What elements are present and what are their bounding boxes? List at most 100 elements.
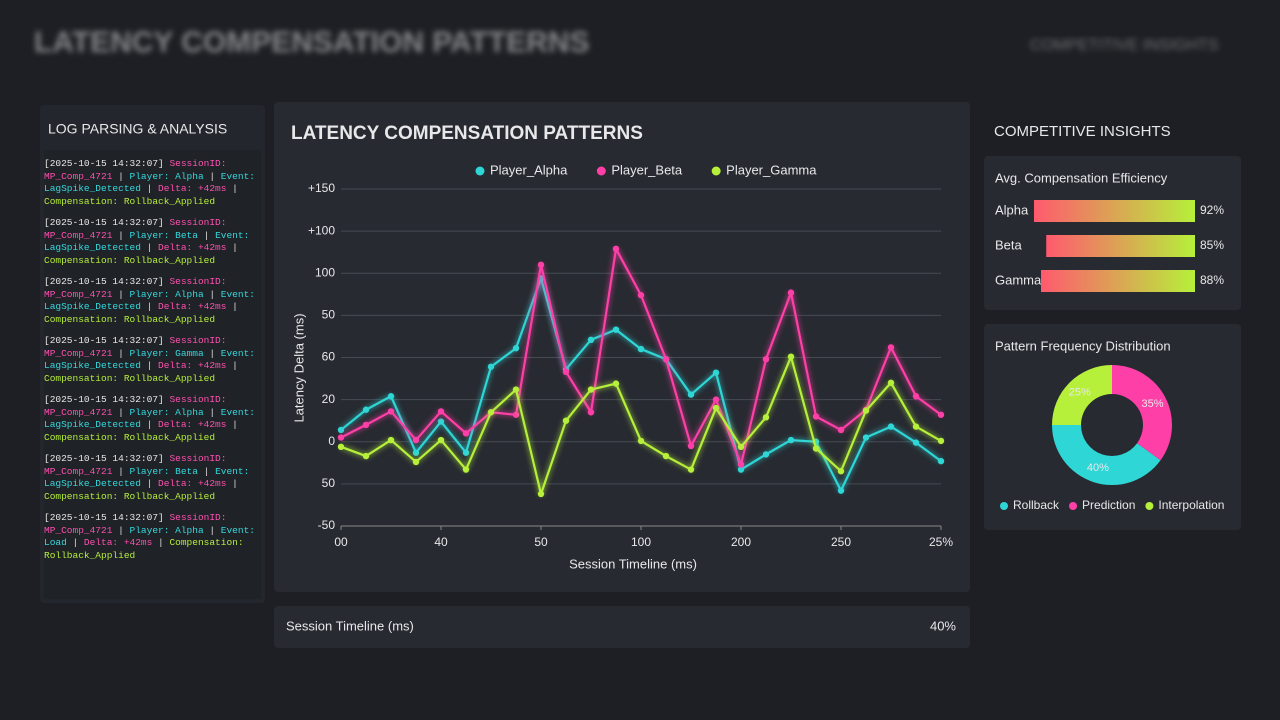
data-point bbox=[912, 393, 920, 400]
log-compensation: Compensation: Rollback_Applied bbox=[44, 313, 216, 325]
donut-label: 35% bbox=[1142, 398, 1164, 410]
data-point bbox=[587, 386, 595, 393]
data-point bbox=[762, 451, 770, 458]
data-point bbox=[712, 404, 720, 412]
y-tick-label: 0 bbox=[328, 434, 335, 448]
log-compensation: Compensation: Rollback_Applied bbox=[44, 490, 216, 502]
data-point bbox=[862, 407, 870, 414]
data-point bbox=[337, 426, 345, 434]
efficiency-label: Beta bbox=[995, 237, 1023, 252]
timeline-bar bbox=[274, 606, 970, 648]
log-timestamp: [2025-10-15 14:32:07] bbox=[44, 394, 164, 405]
legend-swatch bbox=[475, 166, 485, 176]
data-point bbox=[937, 437, 945, 445]
data-point bbox=[637, 345, 645, 353]
data-point bbox=[412, 436, 420, 444]
log-delta: Delta: +42ms bbox=[158, 183, 227, 194]
log-entry: [2025-10-15 14:32:07] SessionID: MP_Comp… bbox=[44, 394, 255, 443]
data-point bbox=[687, 466, 695, 473]
y-axis-label: Latency Delta (ms) bbox=[291, 313, 306, 422]
log-delta: Delta: +42ms bbox=[158, 242, 227, 253]
data-point bbox=[362, 421, 370, 429]
data-point bbox=[887, 344, 895, 351]
data-point bbox=[437, 408, 445, 415]
efficiency-value: 92% bbox=[1200, 203, 1224, 217]
log-compensation: Compensation: Rollback_Applied bbox=[44, 372, 216, 384]
y-tick-label: -50 bbox=[318, 518, 336, 532]
log-compensation: Compensation: Rollback_Applied bbox=[44, 195, 216, 207]
data-point bbox=[912, 439, 920, 446]
log-session: SessionID: MP_Comp_4721 bbox=[44, 394, 227, 418]
data-point bbox=[712, 396, 720, 403]
data-point bbox=[787, 353, 795, 360]
x-tick-label: 40 bbox=[434, 535, 448, 549]
data-point bbox=[387, 436, 395, 444]
log-player: Player: Alpha bbox=[129, 406, 204, 418]
legend-swatch bbox=[711, 166, 721, 176]
data-point bbox=[462, 466, 470, 473]
log-delta: Delta: +42ms bbox=[158, 301, 227, 312]
log-player: Player: Gamma bbox=[129, 347, 204, 359]
log-entry: [2025-10-15 14:32:07] SessionID: MP_Comp… bbox=[44, 276, 255, 325]
efficiency-value: 85% bbox=[1200, 238, 1224, 252]
log-list: [2025-10-15 14:32:07] SessionID: MP_Comp… bbox=[44, 158, 258, 571]
data-point bbox=[412, 449, 420, 456]
log-timestamp: [2025-10-15 14:32:07] bbox=[44, 158, 164, 169]
chart-title: LATENCY COMPENSATION PATTERNS bbox=[291, 123, 643, 144]
log-player: Player: Alpha bbox=[129, 288, 204, 300]
log-timestamp: [2025-10-15 14:32:07] bbox=[44, 512, 164, 523]
log-session: SessionID: MP_Comp_4721 bbox=[44, 335, 227, 359]
efficiency-bar bbox=[1046, 235, 1195, 257]
legend-swatch bbox=[1145, 502, 1154, 510]
data-point bbox=[412, 458, 420, 466]
log-session: SessionID: MP_Comp_4721 bbox=[44, 158, 227, 182]
data-point bbox=[437, 436, 445, 444]
data-point bbox=[587, 336, 595, 344]
donut-label: 25% bbox=[1069, 387, 1091, 399]
efficiency-title: Avg. Compensation Efficiency bbox=[995, 170, 1168, 185]
log-player: Player: Alpha bbox=[129, 170, 204, 182]
donut-label: 40% bbox=[1087, 462, 1109, 474]
log-player: Player: Beta bbox=[129, 229, 198, 241]
log-compensation: Compensation: Rollback_Applied bbox=[44, 431, 216, 443]
distribution-title: Pattern Frequency Distribution bbox=[995, 338, 1171, 353]
log-timestamp: [2025-10-15 14:32:07] bbox=[44, 217, 164, 228]
log-compensation: Compensation: Rollback_Applied bbox=[44, 254, 216, 266]
legend-label: Player_Beta bbox=[611, 162, 683, 177]
log-session: SessionID: MP_Comp_4721 bbox=[44, 276, 227, 300]
blurred-header-right: COMPETITIVE INSIGHTS bbox=[1030, 37, 1218, 54]
log-entry: [2025-10-15 14:32:07] SessionID: MP_Comp… bbox=[44, 453, 250, 502]
efficiency-label: Gamma bbox=[995, 272, 1042, 287]
data-point bbox=[512, 345, 520, 352]
data-point bbox=[512, 386, 520, 393]
log-title: LOG PARSING & ANALYSIS bbox=[48, 121, 227, 137]
log-entry: [2025-10-15 14:32:07] SessionID: MP_Comp… bbox=[44, 335, 255, 384]
data-point bbox=[787, 436, 795, 444]
x-tick-label: 50 bbox=[534, 535, 548, 549]
data-point bbox=[387, 393, 395, 400]
log-delta: Delta: +42ms bbox=[83, 537, 153, 548]
efficiency-bar bbox=[1041, 270, 1195, 292]
y-tick-label: 50 bbox=[322, 308, 336, 322]
x-axis-label: Session Timeline (ms) bbox=[569, 556, 697, 571]
log-player: Player: Beta bbox=[129, 465, 198, 477]
donut-slice bbox=[1112, 365, 1173, 461]
data-point bbox=[362, 452, 370, 460]
log-entry: [2025-10-15 14:32:07] SessionID: MP_Comp… bbox=[44, 158, 255, 207]
data-point bbox=[462, 430, 470, 437]
legend-swatch bbox=[1000, 502, 1008, 510]
x-tick-label: 100 bbox=[631, 535, 651, 549]
data-point bbox=[812, 445, 820, 452]
data-point bbox=[887, 379, 895, 386]
data-point bbox=[362, 406, 370, 413]
efficiency-value: 88% bbox=[1200, 273, 1224, 287]
data-point bbox=[937, 457, 945, 465]
y-tick-label: +100 bbox=[308, 223, 335, 237]
log-event: Event: LagSpike_Detected bbox=[44, 229, 250, 254]
legend-label: Player_Gamma bbox=[726, 162, 817, 177]
data-point bbox=[587, 409, 595, 416]
log-event: Event: LagSpike_Detected bbox=[44, 465, 250, 490]
x-tick-label: 200 bbox=[731, 535, 751, 549]
data-point bbox=[787, 289, 795, 296]
data-point bbox=[487, 409, 495, 416]
